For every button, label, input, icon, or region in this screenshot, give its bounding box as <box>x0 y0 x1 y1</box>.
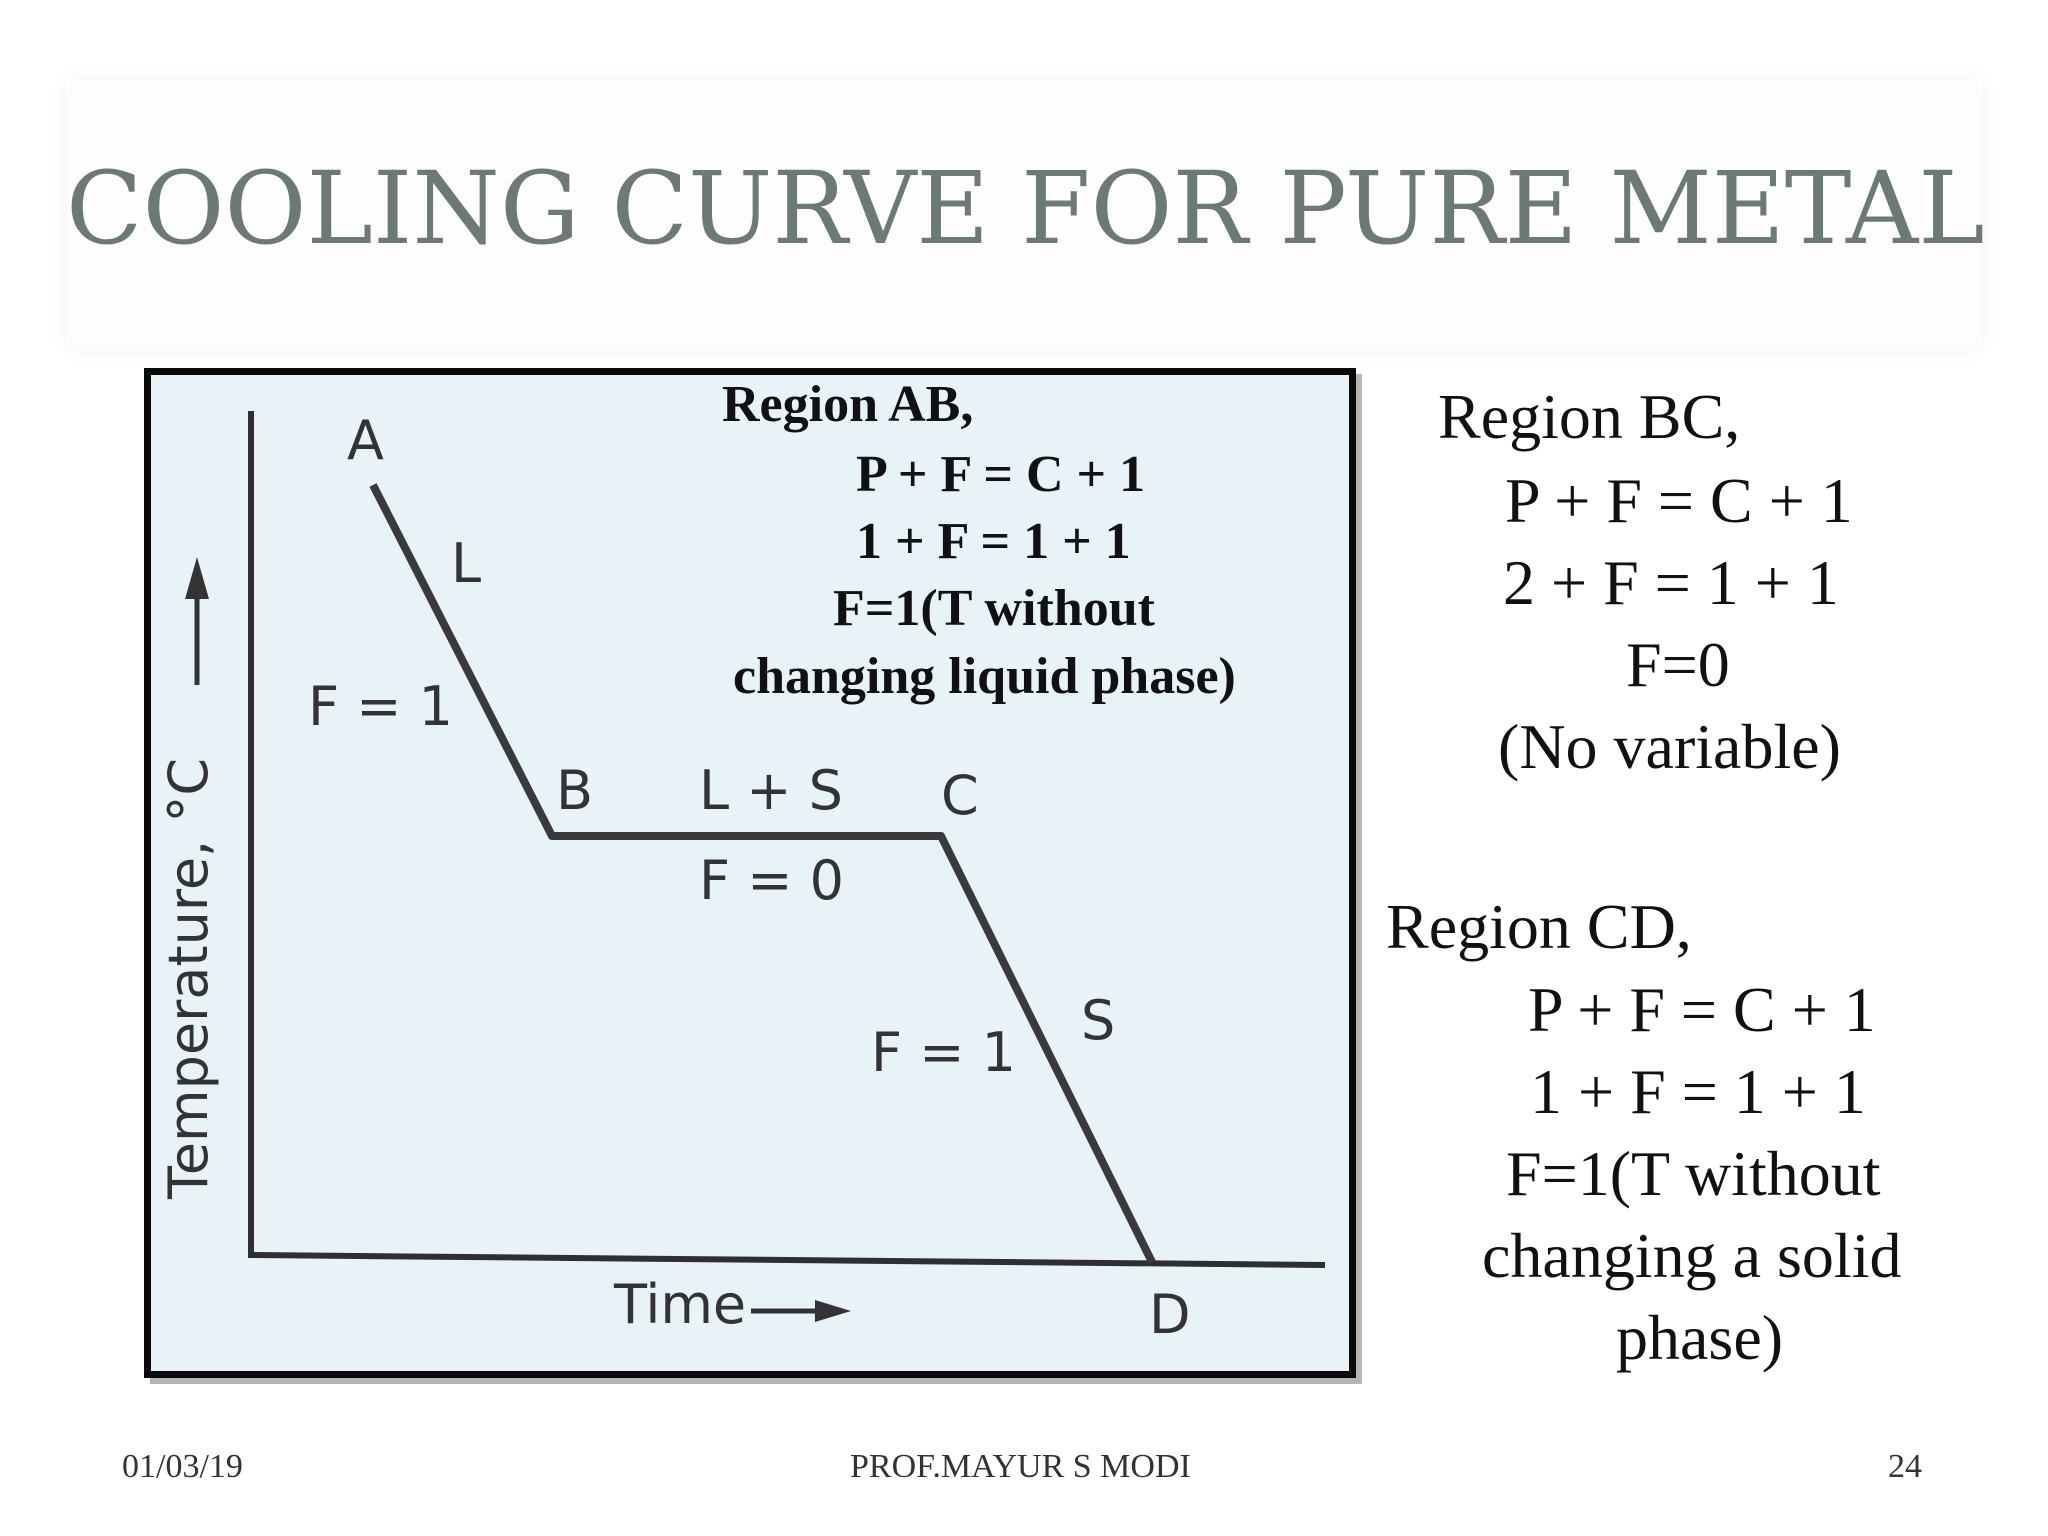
f-cd-label: F = 1 <box>871 1021 1016 1084</box>
f-bc-label: F = 0 <box>699 849 844 912</box>
x-axis-label: Time <box>614 1273 747 1336</box>
phase-solid-label: S <box>1081 989 1116 1052</box>
region-cd-line4: changing a solid <box>1482 1220 1902 1291</box>
region-ab-line4: changing liquid phase) <box>733 648 1236 705</box>
phase-liquid-label: L <box>451 532 482 595</box>
point-d-label: D <box>1149 1283 1191 1346</box>
point-b-label: B <box>556 759 594 822</box>
slide-title: COOLING CURVE FOR PURE METAL <box>66 150 1985 267</box>
x-arrow-head <box>815 1300 851 1322</box>
cooling-curve-line <box>369 483 1156 1264</box>
region-ab-line1: P + F = C + 1 <box>856 446 1146 503</box>
region-bc-line3: F=0 <box>1626 629 1730 700</box>
region-cd-line3: F=1(T without <box>1506 1138 1881 1209</box>
point-a-label: A <box>347 409 384 472</box>
region-cd-line2: 1 + F = 1 + 1 <box>1530 1056 1866 1127</box>
footer-page-number: 24 <box>1888 1448 1922 1485</box>
footer-date: 01/03/19 <box>122 1448 243 1485</box>
cooling-curve-svg <box>185 411 1326 1322</box>
region-bc-line4: (No variable) <box>1498 711 1841 782</box>
region-cd-line1: P + F = C + 1 <box>1528 974 1876 1045</box>
f-ab-label: F = 1 <box>308 675 453 738</box>
point-c-label: C <box>941 764 979 827</box>
cooling-curve-figure: Temperature, °C Time A B C D L L + S S F… <box>144 368 1356 1378</box>
region-ab-heading: Region AB, <box>722 376 974 433</box>
region-bc-line2: 2 + F = 1 + 1 <box>1503 547 1839 618</box>
region-cd-line5: phase) <box>1616 1302 1784 1373</box>
phase-mixed-label: L + S <box>699 759 843 822</box>
x-axis <box>247 1252 1326 1268</box>
region-bc-heading: Region BC, <box>1438 381 1741 452</box>
y-axis-label: Temperature, °C <box>157 757 220 1199</box>
region-cd-heading: Region CD, <box>1386 891 1692 962</box>
title-band <box>66 80 1982 350</box>
region-ab-line3: F=1(T without <box>833 580 1155 637</box>
region-bc-line1: P + F = C + 1 <box>1505 465 1853 536</box>
region-ab-line2: 1 + F = 1 + 1 <box>856 513 1131 570</box>
y-arrow-head <box>185 557 209 599</box>
footer-author: PROF.MAYUR S MODI <box>850 1448 1191 1485</box>
